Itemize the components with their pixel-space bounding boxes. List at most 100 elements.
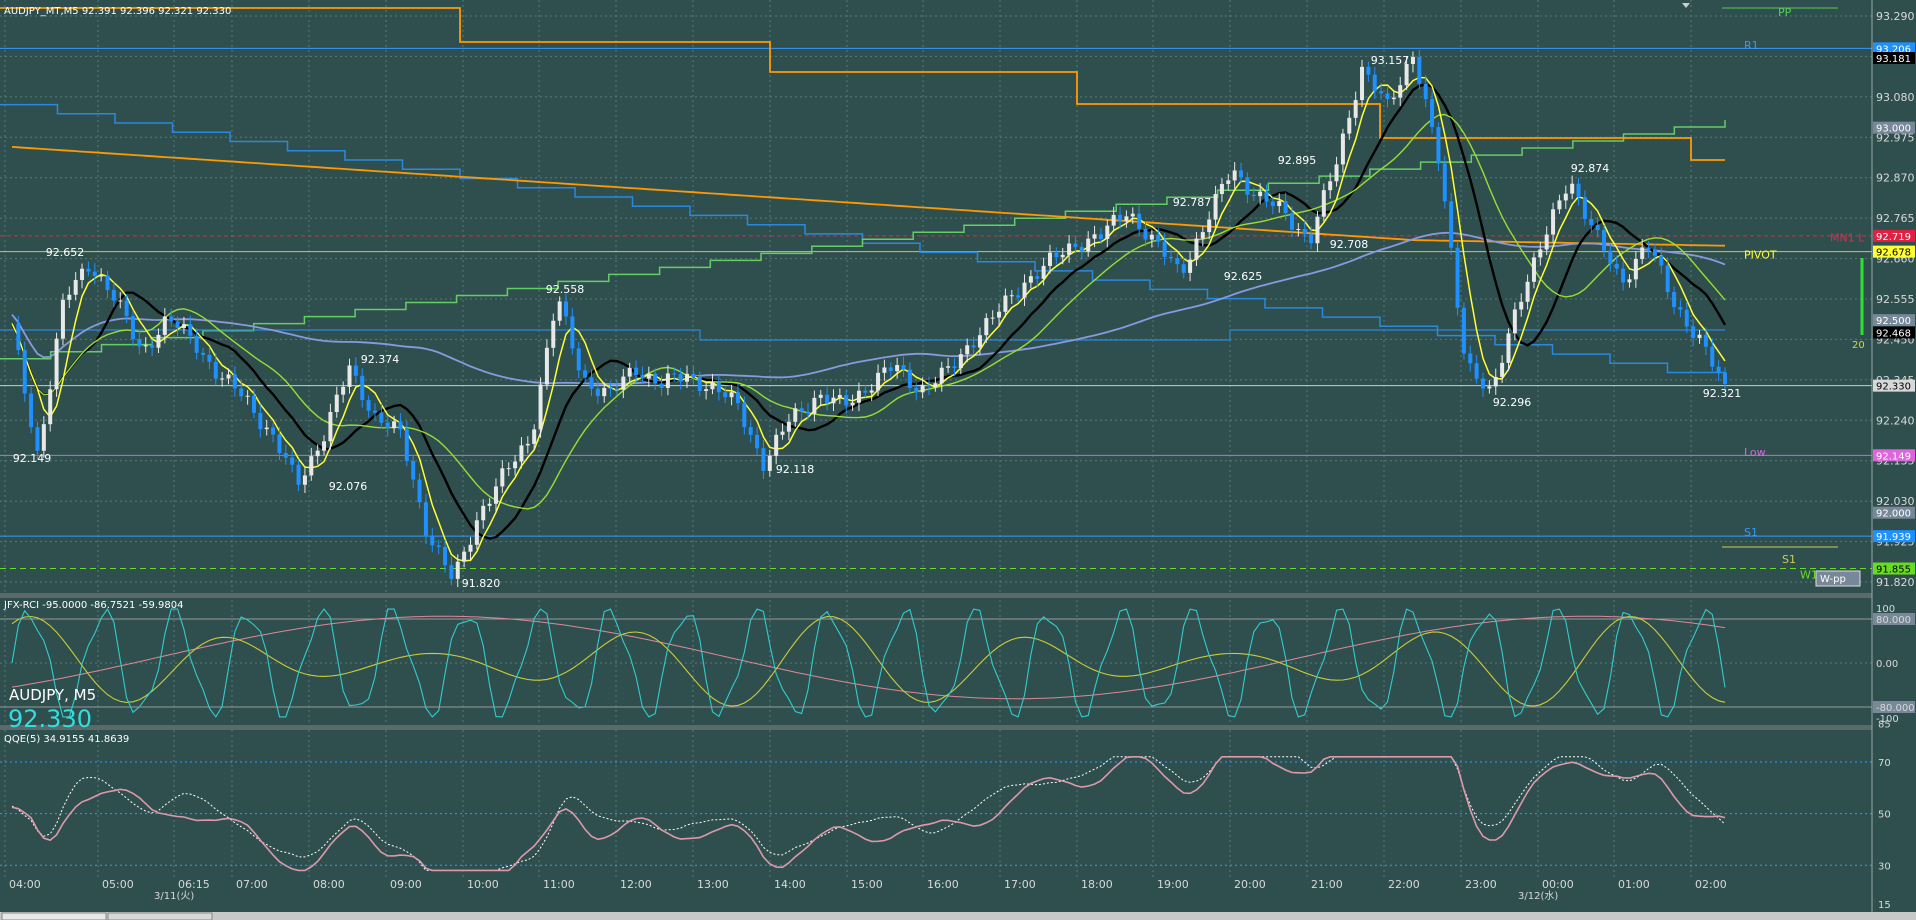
candle-body <box>850 402 855 406</box>
candle-body <box>506 468 511 470</box>
candle-body <box>1665 265 1670 293</box>
rci-level-tag <box>1873 613 1915 625</box>
candle-body <box>1487 386 1492 389</box>
candle-body <box>1678 307 1683 310</box>
candle-body <box>481 505 486 521</box>
candle-body <box>1067 243 1072 255</box>
candle-body <box>901 365 906 370</box>
candle-body <box>1640 247 1645 259</box>
candle-body <box>455 561 460 579</box>
candle-body <box>1219 183 1224 195</box>
candle-body <box>1207 219 1212 233</box>
candle-body <box>621 376 626 390</box>
candle-body <box>1430 99 1435 128</box>
price-annotation: 92.296 <box>1493 396 1532 409</box>
chart-title: AUDJPY_MT,M5 92.391 92.396 92.321 92.330 <box>4 6 231 17</box>
candle-body <box>449 565 454 579</box>
candle-body <box>806 411 811 414</box>
price-annotations: 92.652 92.149 92.374 92.076 92.558 91.820 92.1… <box>13 54 1742 590</box>
candle-body <box>417 479 422 503</box>
candle-body <box>366 400 371 411</box>
candle-body <box>926 385 931 387</box>
candle-body <box>130 316 135 340</box>
shift-marker-icon[interactable] <box>1682 3 1690 8</box>
candle-body <box>1723 372 1727 385</box>
price-annotation: 91.820 <box>462 577 501 590</box>
candle-body <box>735 392 740 404</box>
price-tag-label: 92.330 <box>1876 382 1911 393</box>
candle-body <box>124 300 129 317</box>
candle-body <box>48 389 53 425</box>
candle-body <box>1423 83 1428 100</box>
candle-body <box>1481 378 1486 389</box>
candle-body <box>716 382 721 393</box>
price-tag <box>1873 245 1915 258</box>
time-axis-label: 19:00 <box>1157 878 1189 891</box>
candle-body <box>500 468 505 487</box>
candle-body <box>1245 177 1250 195</box>
candle-body <box>1111 214 1116 226</box>
candle-body <box>347 365 352 387</box>
price-annotation: 93.157 <box>1371 54 1410 67</box>
price-tag-label: 92.468 <box>1876 328 1911 339</box>
candle-body <box>1009 295 1014 297</box>
candle-body <box>1073 243 1078 248</box>
pane-separator[interactable] <box>0 725 1872 730</box>
candle-body <box>41 424 46 451</box>
candle-body <box>920 385 925 393</box>
candle-body <box>1589 219 1594 226</box>
level-label: PP <box>1778 6 1792 19</box>
rci-axis-label: -100 <box>1876 714 1899 725</box>
time-axis-label: 23:00 <box>1465 878 1497 891</box>
time-axis-label: 12:00 <box>620 878 652 891</box>
candle-body <box>1493 376 1498 387</box>
candle-body <box>1328 181 1333 191</box>
candle-body <box>1315 216 1320 244</box>
price-tag <box>1873 562 1915 575</box>
candle-body <box>175 321 180 328</box>
qqe-fast-line <box>11 755 1726 872</box>
price-axis-label: 93.290 <box>1876 10 1915 23</box>
chart-tab[interactable] <box>107 912 213 920</box>
candle-body <box>812 397 817 414</box>
level-label: Low <box>1744 446 1766 459</box>
candle-body <box>150 345 155 348</box>
time-axis-label: 00:00 <box>1542 878 1574 891</box>
candle-body <box>1194 238 1199 260</box>
price-tag <box>1873 326 1915 339</box>
price-axis-label: 93.080 <box>1876 91 1915 104</box>
candle-body <box>1646 247 1651 250</box>
price-annotation: 92.558 <box>546 283 585 296</box>
candle-body <box>519 445 524 462</box>
candle-body <box>1691 326 1696 339</box>
chart-tab[interactable] <box>1 912 107 920</box>
candle-body <box>634 367 639 376</box>
time-axis-label: 01:00 <box>1618 878 1650 891</box>
candle-body <box>614 388 619 390</box>
wpp-label: W-pp <box>1820 574 1846 585</box>
candle-body <box>1105 225 1110 239</box>
candle-body <box>194 335 199 353</box>
candle-body <box>143 345 148 347</box>
level-label: MN1 L <box>1830 231 1865 244</box>
price-tag-label: 93.181 <box>1876 54 1911 65</box>
price-annotation: 92.149 <box>13 452 52 465</box>
time-axis-label: 20:00 <box>1234 878 1266 891</box>
candle-body <box>1003 295 1008 312</box>
symbol-label: AUDJPY, M5 <box>9 686 96 704</box>
ma-green <box>11 113 1726 510</box>
candle-body <box>245 395 250 397</box>
pane-separator[interactable] <box>0 593 1872 598</box>
green-step-line <box>0 120 1726 360</box>
qqe-axis-label: 85 <box>1878 719 1891 730</box>
candle-body <box>818 394 823 398</box>
time-axis-label: 11:00 <box>543 878 575 891</box>
candle-body <box>1022 282 1027 298</box>
candle-body <box>837 395 842 398</box>
candle-body <box>1474 363 1479 379</box>
candle-body <box>328 412 333 442</box>
candle-body <box>1079 247 1084 252</box>
time-axis-label: 09:00 <box>390 878 422 891</box>
